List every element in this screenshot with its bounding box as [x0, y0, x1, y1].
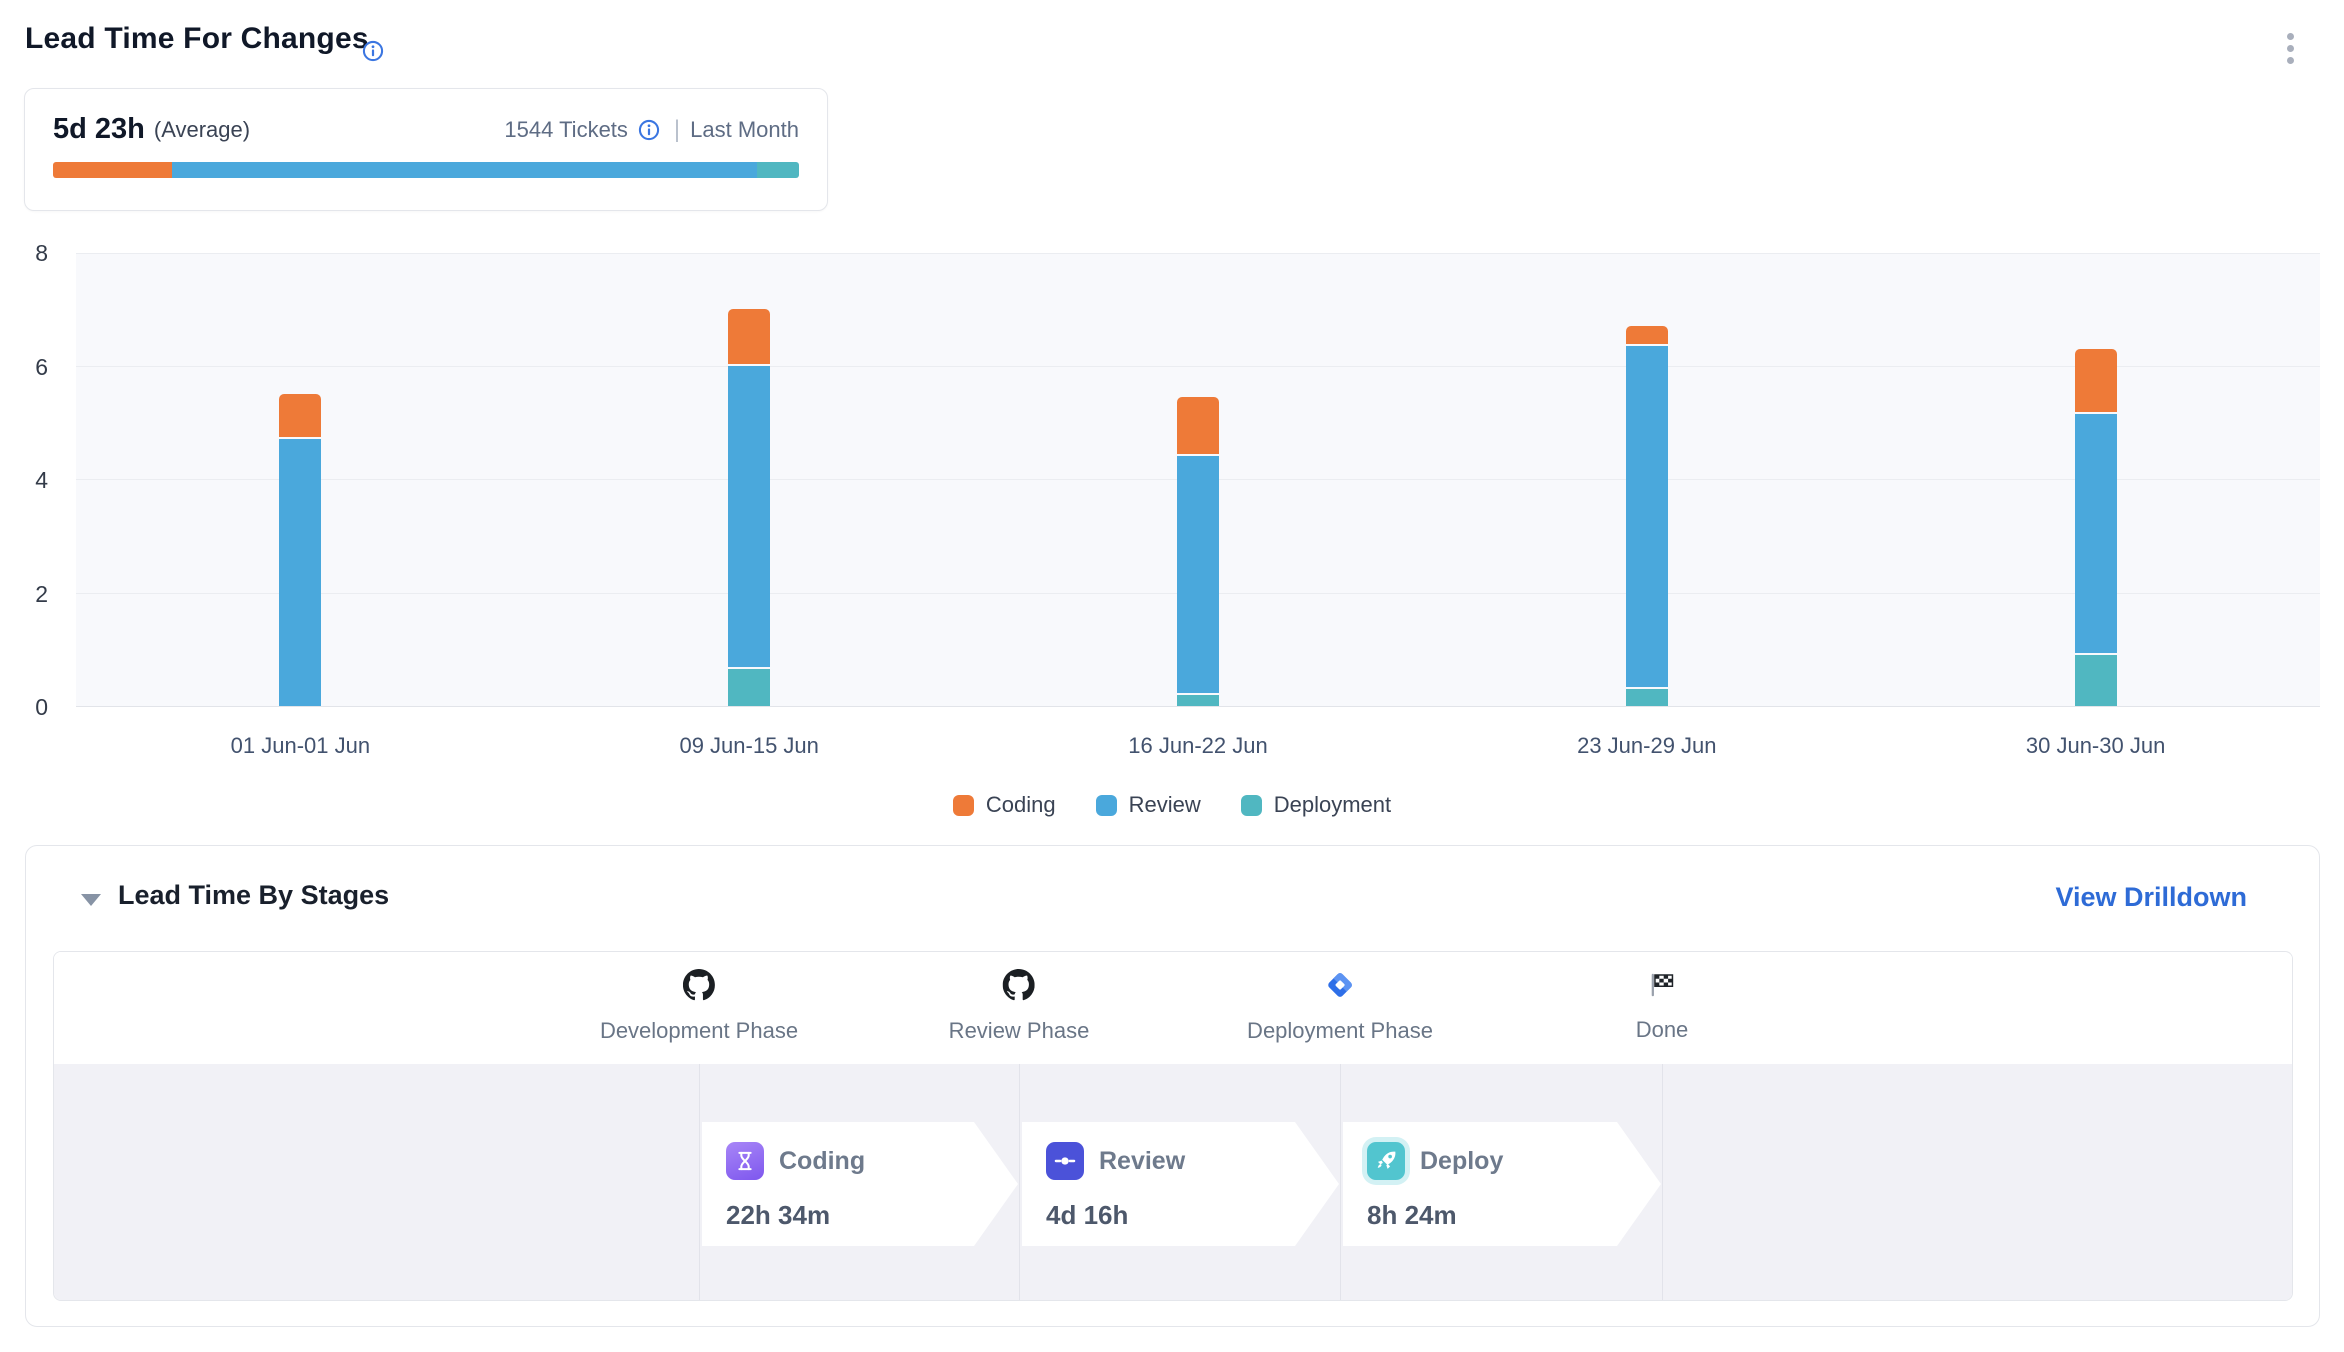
milestone-done: Done	[1636, 968, 1689, 1043]
bar-segment-deployment[interactable]	[1626, 689, 1668, 706]
bar-segment-review[interactable]	[2075, 414, 2117, 653]
tickets-info-icon[interactable]	[638, 119, 660, 141]
column-divider	[1662, 1064, 1663, 1300]
stage-duration: 22h 34m	[726, 1200, 830, 1231]
stage-label: Review	[1099, 1147, 1185, 1176]
lead-time-widget: Lead Time For Changes 5d 23h (Average) 1…	[0, 0, 2344, 1352]
bar-segment-coding[interactable]	[1626, 326, 1668, 344]
bar-segment-review[interactable]	[1626, 346, 1668, 687]
bar-segment-coding[interactable]	[279, 394, 321, 437]
milestone-review: Review Phase	[949, 968, 1090, 1044]
bar-group[interactable]	[2075, 348, 2117, 706]
bar-segment-coding[interactable]	[1177, 397, 1219, 455]
stage-card-deploy[interactable]: Deploy 8h 24m	[1343, 1122, 1661, 1246]
page-title: Lead Time For Changes	[25, 22, 369, 56]
x-axis-label: 23 Jun-29 Jun	[1577, 733, 1716, 759]
legend-label: Coding	[986, 792, 1056, 818]
hourglass-icon	[726, 1142, 764, 1180]
x-axis-label: 16 Jun-22 Jun	[1128, 733, 1267, 759]
bar-group[interactable]	[1626, 325, 1668, 706]
stage-card-coding[interactable]: Coding 22h 34m	[702, 1122, 1018, 1246]
average-label: (Average)	[154, 117, 250, 143]
bar-group[interactable]	[1177, 396, 1219, 706]
stage-label: Coding	[779, 1147, 865, 1176]
gridline	[76, 253, 2320, 254]
stage-label: Deploy	[1420, 1147, 1503, 1176]
y-axis-label: 6	[0, 354, 48, 380]
bar-segment-deployment[interactable]	[1177, 695, 1219, 706]
kebab-menu-icon[interactable]	[2287, 33, 2294, 64]
milestone-label: Done	[1636, 1017, 1689, 1043]
milestone-deployment: Deployment Phase	[1247, 968, 1433, 1044]
distribution-segment-review	[172, 162, 757, 178]
milestone-label: Deployment Phase	[1247, 1018, 1433, 1044]
legend-swatch	[1096, 795, 1117, 816]
legend-item-deployment[interactable]: Deployment	[1241, 792, 1391, 818]
checkered-flag-icon	[1645, 968, 1679, 1002]
x-axis: 01 Jun-01 Jun 09 Jun-15 Jun 16 Jun-22 Jun 2…	[76, 733, 2320, 763]
collapse-arrow-icon[interactable]	[81, 894, 101, 906]
legend-item-review[interactable]: Review	[1096, 792, 1201, 818]
divider: |	[674, 116, 680, 144]
legend-label: Review	[1129, 792, 1201, 818]
github-icon	[682, 968, 716, 1002]
rocket-icon	[1367, 1142, 1405, 1180]
bar-segment-deployment[interactable]	[2075, 655, 2117, 706]
x-axis-label: 09 Jun-15 Jun	[679, 733, 818, 759]
stages-panel: Lead Time By Stages View Drilldown Devel…	[25, 845, 2320, 1327]
chart-legend: Coding Review Deployment	[0, 792, 2344, 818]
bar-segment-review[interactable]	[728, 366, 770, 668]
milestone-label: Review Phase	[949, 1018, 1090, 1044]
y-axis-label: 8	[0, 240, 48, 266]
tickets-count: 1544 Tickets	[504, 117, 628, 143]
gridline	[76, 366, 2320, 367]
y-axis-label: 4	[0, 467, 48, 493]
summary-card: 5d 23h (Average) 1544 Tickets | Last Mon…	[24, 88, 828, 211]
distribution-segment-coding	[53, 162, 172, 178]
bar-segment-coding[interactable]	[728, 309, 770, 364]
distribution-segment-deployment	[757, 162, 799, 178]
bar-group[interactable]	[728, 308, 770, 706]
deployment-diamond-icon	[1323, 968, 1357, 1002]
column-divider	[1340, 1064, 1341, 1300]
phase-header: Development Phase Review Phase	[54, 952, 2292, 1064]
legend-swatch	[953, 795, 974, 816]
legend-item-coding[interactable]: Coding	[953, 792, 1056, 818]
info-icon[interactable]	[362, 40, 384, 62]
period-label: Last Month	[690, 117, 799, 143]
column-divider	[1019, 1064, 1020, 1300]
y-axis: 02468	[0, 253, 62, 707]
bar-segment-coding[interactable]	[2075, 349, 2117, 412]
stages-pipeline: Development Phase Review Phase	[53, 951, 2293, 1301]
view-drilldown-link[interactable]: View Drilldown	[2055, 882, 2247, 913]
plot-area	[76, 253, 2320, 707]
stages-title: Lead Time By Stages	[118, 880, 389, 911]
bar-segment-review[interactable]	[1177, 456, 1219, 692]
github-icon	[1002, 968, 1036, 1002]
y-axis-label: 2	[0, 581, 48, 607]
stage-card-review[interactable]: Review 4d 16h	[1022, 1122, 1339, 1246]
git-commit-icon	[1046, 1142, 1084, 1180]
milestone-label: Development Phase	[600, 1018, 798, 1044]
stage-duration: 8h 24m	[1367, 1200, 1457, 1231]
column-divider	[699, 1064, 700, 1300]
stage-duration: 4d 16h	[1046, 1200, 1128, 1231]
bar-segment-deployment[interactable]	[728, 669, 770, 706]
legend-swatch	[1241, 795, 1262, 816]
gridline	[76, 706, 2320, 707]
bar-group[interactable]	[279, 393, 321, 706]
milestone-development: Development Phase	[600, 968, 798, 1044]
stage-body: Coding 22h 34m Review	[54, 1064, 2292, 1300]
average-lead-time-value: 5d 23h	[53, 113, 145, 146]
legend-label: Deployment	[1274, 792, 1391, 818]
y-axis-label: 0	[0, 694, 48, 720]
x-axis-label: 30 Jun-30 Jun	[2026, 733, 2165, 759]
lead-time-distribution-bar	[53, 162, 799, 178]
x-axis-label: 01 Jun-01 Jun	[231, 733, 370, 759]
bar-segment-review[interactable]	[279, 439, 321, 706]
